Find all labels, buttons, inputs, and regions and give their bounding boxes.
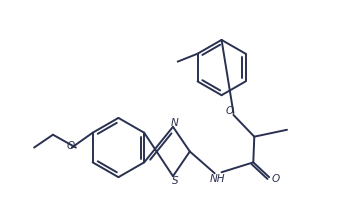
Text: O: O [272,174,280,184]
Text: O: O [67,140,75,151]
Text: N: N [171,118,179,128]
Text: NH: NH [210,174,225,184]
Text: S: S [172,176,178,186]
Text: O: O [225,106,234,116]
